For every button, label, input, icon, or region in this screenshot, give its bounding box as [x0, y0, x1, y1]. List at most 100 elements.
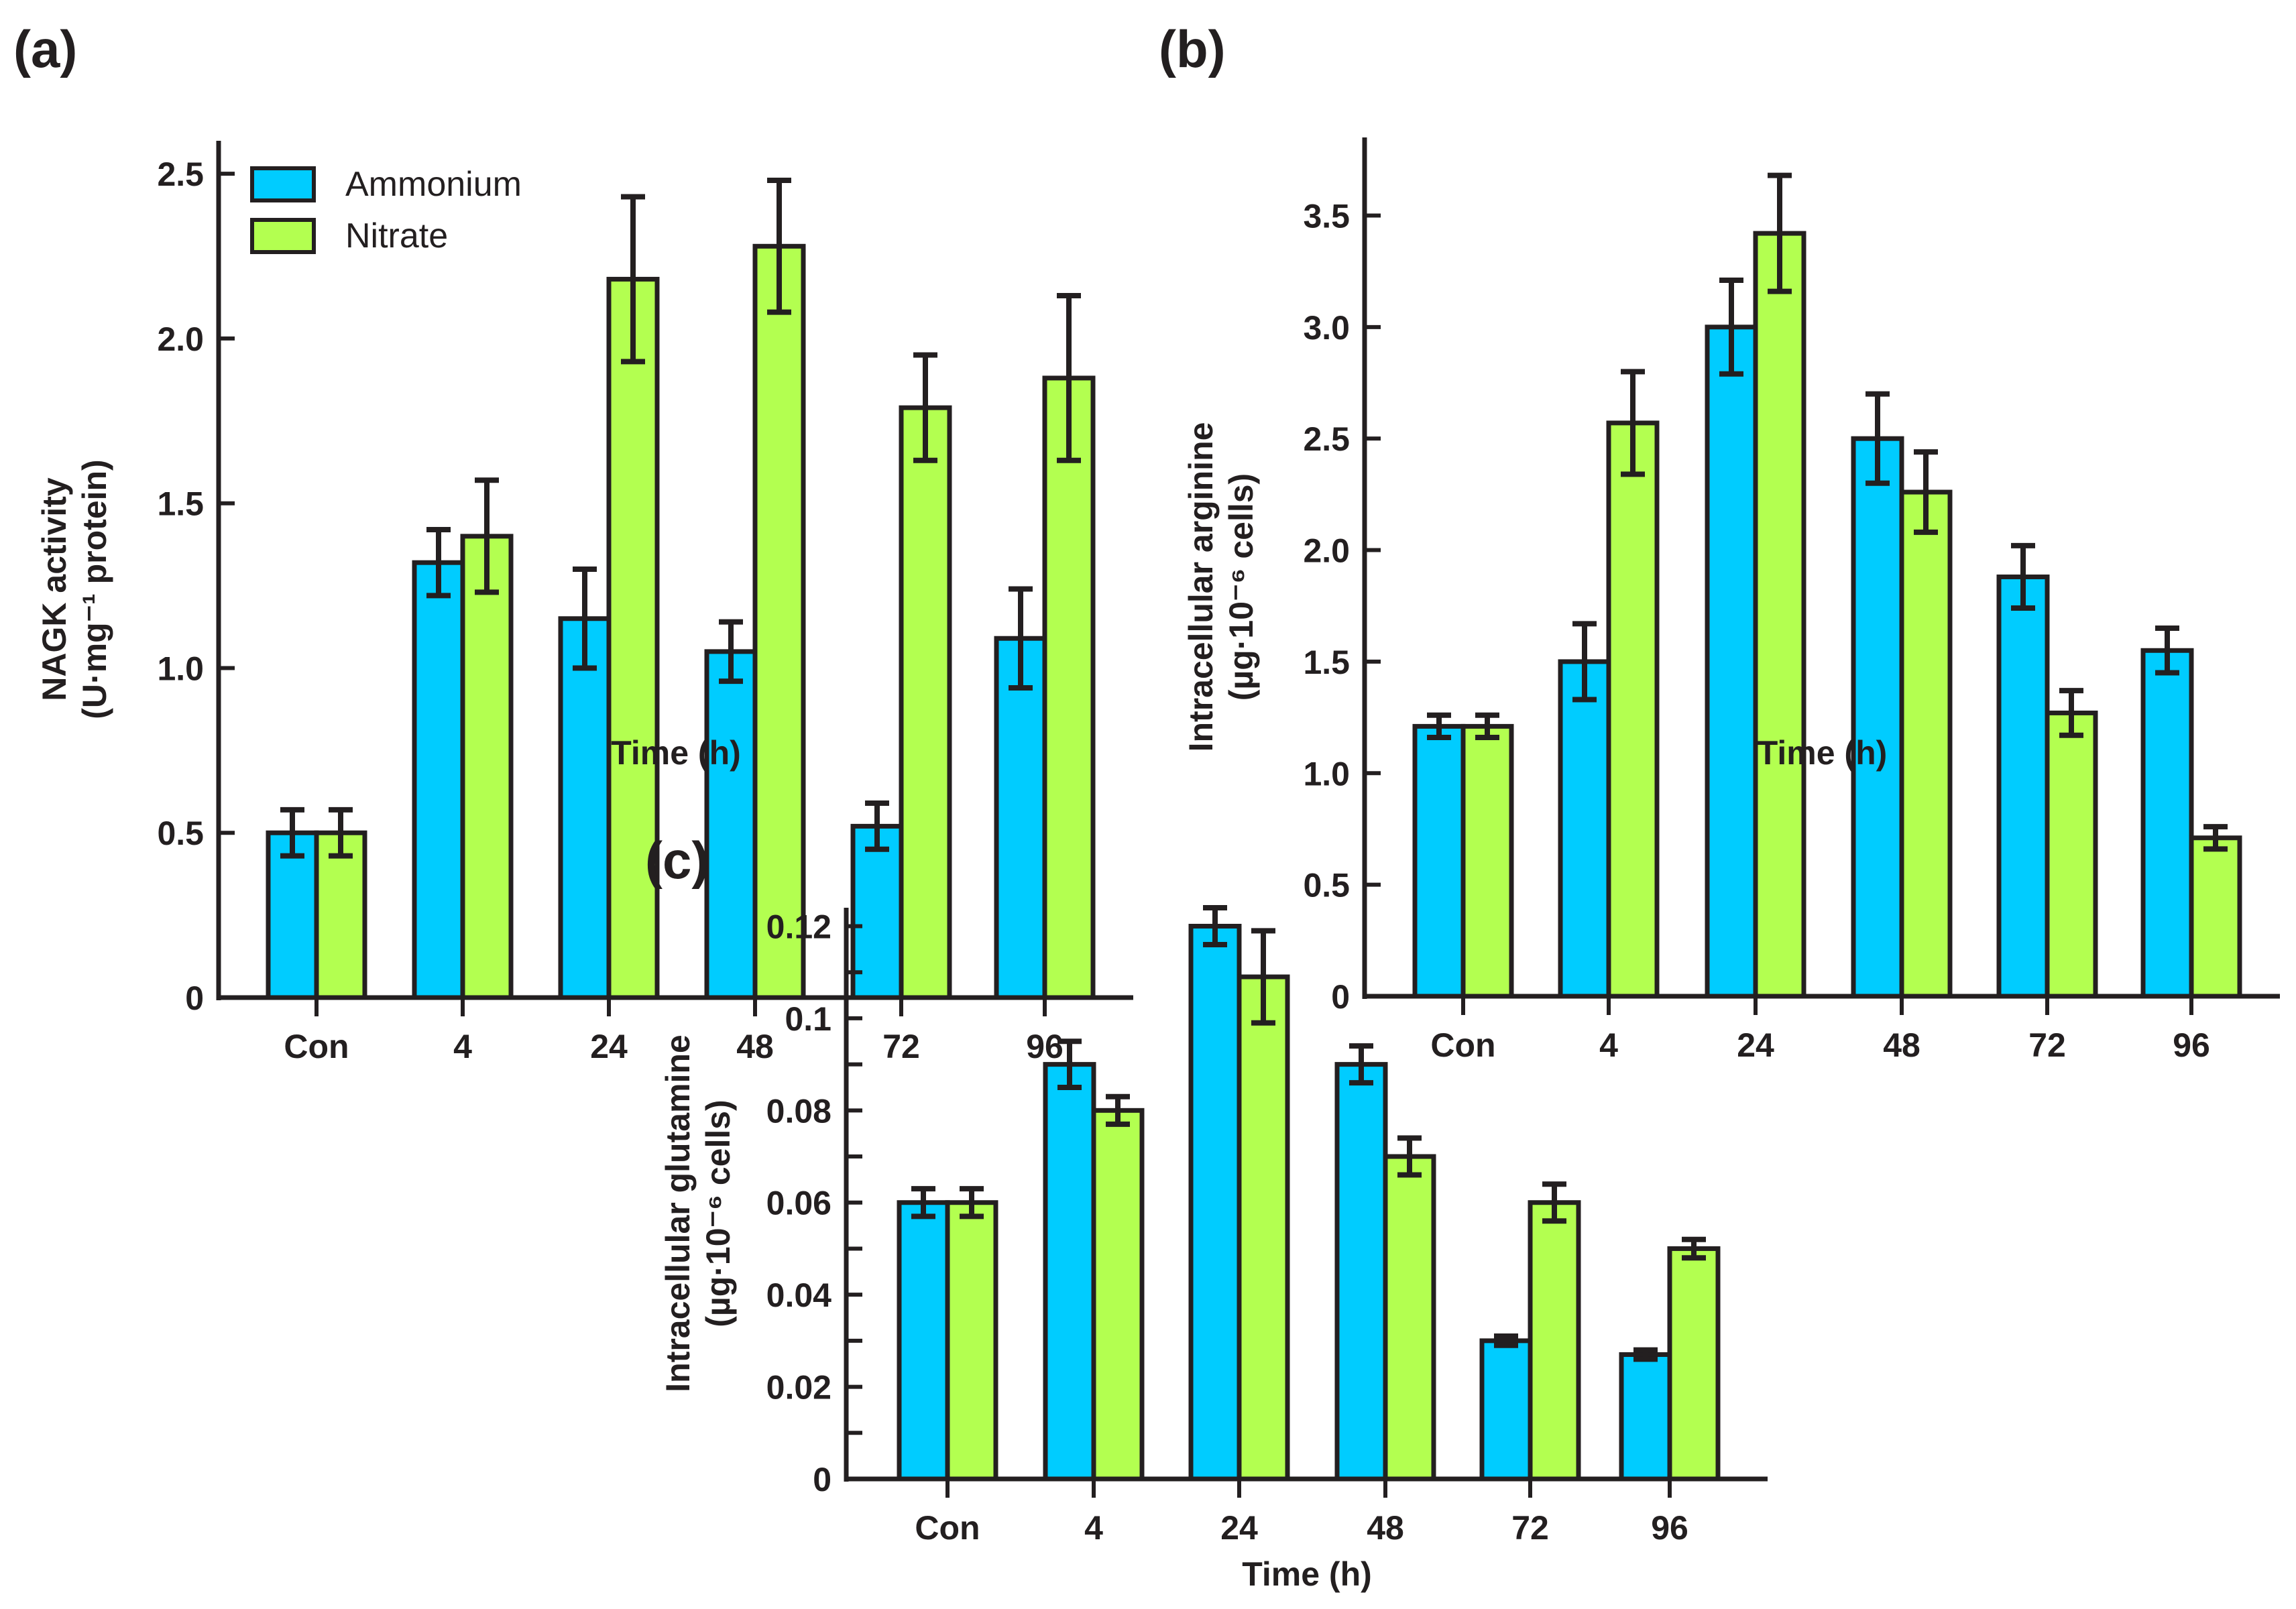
bar-nitrate	[1237, 974, 1290, 1482]
bar-ammonium	[558, 616, 612, 1000]
y-tick-label: 0	[813, 1461, 831, 1498]
error-bar	[1633, 1347, 1658, 1362]
x-tick-label: 4	[1599, 1026, 1618, 1064]
y-tick-label: 0.5	[1303, 867, 1350, 904]
error-bar	[911, 1186, 935, 1219]
x-tick-label: 4	[453, 1028, 472, 1065]
error-bar	[2155, 625, 2179, 676]
error-bar	[1866, 391, 1890, 486]
bar-ammonium	[1851, 436, 1904, 999]
error-bar	[1494, 1333, 1518, 1348]
bar-nitrate	[752, 243, 806, 1000]
x-axis-title: Time (h)	[1758, 734, 1888, 772]
bar-ammonium	[1705, 324, 1758, 999]
error-bar	[1009, 586, 1033, 691]
bar-nitrate	[1753, 231, 1806, 999]
error-bar	[865, 800, 889, 852]
x-tick-label: Con	[1430, 1026, 1495, 1064]
error-bar	[767, 177, 791, 315]
bar-ammonium	[1479, 1338, 1533, 1482]
error-bar	[1106, 1093, 1130, 1127]
panel-label: (c)	[645, 831, 709, 890]
y-tick-label: 0.1	[785, 1000, 831, 1038]
y-tick-label: 3.5	[1303, 197, 1350, 235]
bar-nitrate	[899, 405, 952, 1000]
legend-label: Ammonium	[345, 165, 522, 204]
error-bar	[329, 807, 353, 859]
error-bar	[1397, 1135, 1422, 1178]
error-bar	[913, 352, 937, 463]
x-tick-label: 48	[736, 1028, 774, 1065]
y-tick-label: 2.0	[1303, 532, 1350, 570]
error-bar	[1251, 928, 1275, 1026]
bar-ammonium	[994, 636, 1047, 1000]
y-tick-label: 2.5	[1303, 420, 1350, 458]
y-axis-title: NAGK activity	[36, 477, 73, 701]
y-axis-title: (µg·10⁻⁶ cells)	[699, 1099, 737, 1327]
panel-label: (b)	[1159, 19, 1226, 78]
y-tick-label: 0	[185, 979, 204, 1017]
x-tick-label: 96	[1026, 1028, 1064, 1065]
x-tick-label: 24	[1220, 1509, 1258, 1547]
y-tick-label: 3.0	[1303, 309, 1350, 347]
error-bar	[1542, 1181, 1566, 1224]
x-tick-label: 24	[1737, 1026, 1774, 1064]
x-tick-label: 72	[1511, 1509, 1549, 1547]
y-tick-label: 1.0	[1303, 755, 1350, 792]
bar-ammonium	[1188, 923, 1242, 1482]
bar-nitrate	[1899, 489, 1953, 999]
bar-nitrate	[1667, 1246, 1721, 1482]
y-tick-label: 1.5	[1303, 644, 1350, 681]
error-bar	[573, 567, 597, 671]
x-axis-title: Time (h)	[611, 734, 741, 772]
error-bar	[1057, 1038, 1082, 1090]
error-bar	[621, 194, 645, 365]
x-tick-label: 72	[882, 1028, 920, 1065]
y-tick-label: 0.06	[766, 1185, 831, 1222]
y-tick-label: 2.0	[157, 320, 204, 358]
y-tick-label: 0.02	[766, 1369, 831, 1407]
error-bar	[280, 807, 304, 859]
bar-ammonium	[1043, 1062, 1096, 1482]
y-axis-title: (U·mg⁻¹ protein)	[76, 459, 113, 719]
error-bar	[426, 527, 451, 599]
y-tick-label: 2.5	[157, 156, 204, 193]
error-bar	[1475, 712, 1499, 741]
error-bar	[960, 1186, 984, 1219]
y-tick-label: 0	[1331, 978, 1350, 1016]
error-bar	[1719, 277, 1743, 377]
bar-nitrate	[1042, 375, 1096, 1000]
bar-nitrate	[945, 1200, 998, 1482]
bar-nitrate	[1383, 1154, 1436, 1482]
bar-nitrate	[460, 534, 514, 1000]
y-tick-label: 1.0	[157, 650, 204, 687]
x-tick-label: 72	[2028, 1026, 2066, 1064]
x-tick-label: 96	[2173, 1026, 2210, 1064]
bar-nitrate	[2045, 710, 2098, 999]
bar-ammonium	[1558, 659, 1611, 999]
x-tick-label: 24	[590, 1028, 628, 1065]
x-tick-label: Con	[915, 1509, 980, 1547]
bar-ammonium	[1334, 1062, 1388, 1482]
bar-nitrate	[1606, 420, 1660, 999]
y-tick-label: 0.04	[766, 1276, 832, 1314]
error-bar	[2011, 542, 2035, 611]
error-bar	[1057, 293, 1081, 463]
y-tick-label: 0.5	[157, 815, 204, 852]
y-tick-label: 1.5	[157, 485, 204, 523]
bar-ammonium	[704, 649, 758, 1000]
error-bar	[475, 477, 499, 595]
error-bar	[1682, 1236, 1706, 1261]
y-tick-label: 0.12	[766, 908, 831, 945]
x-tick-label: 48	[1367, 1509, 1404, 1547]
x-tick-label: 96	[1651, 1509, 1688, 1547]
bar-nitrate	[606, 276, 660, 1000]
x-tick-label: Con	[284, 1028, 349, 1065]
bar-ammonium	[897, 1200, 950, 1482]
x-axis-title: Time (h)	[1242, 1555, 1372, 1593]
bar-nitrate	[2189, 835, 2242, 999]
y-tick-label: 0.08	[766, 1092, 831, 1130]
bar-ammonium	[2140, 648, 2194, 999]
legend-label: Nitrate	[345, 217, 448, 255]
